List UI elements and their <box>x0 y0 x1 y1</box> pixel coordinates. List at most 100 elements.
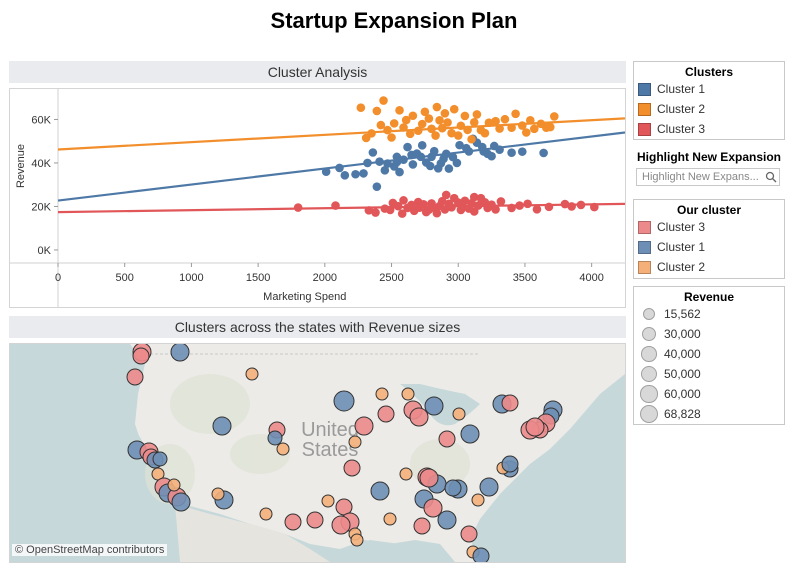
map-point <box>321 494 335 508</box>
scatter-point <box>480 128 490 138</box>
scatter-point <box>397 209 407 218</box>
map-point <box>375 387 389 401</box>
trend-line <box>57 202 625 214</box>
gulf-of-mexico <box>340 540 450 562</box>
revenue-legend-item[interactable]: 15,562 <box>634 304 784 324</box>
scatter-point <box>420 107 430 117</box>
revenue-legend-item[interactable]: 50,000 <box>634 364 784 384</box>
scatter-point <box>491 205 500 214</box>
trend-line <box>57 131 625 202</box>
map-watermark: United States <box>301 419 359 461</box>
scatter-point <box>487 151 496 161</box>
scatter-point <box>417 119 427 129</box>
map-point <box>333 390 355 412</box>
scatter-point <box>453 131 463 140</box>
scatter-point <box>399 196 408 205</box>
map-point <box>460 525 478 543</box>
clusters-legend-label: Cluster 3 <box>657 122 706 136</box>
map-point <box>409 407 429 427</box>
map-point <box>348 435 362 449</box>
our-cluster-legend-swatch <box>638 260 651 274</box>
clusters-legend-item[interactable]: Cluster 2 <box>634 99 784 119</box>
map-point <box>419 468 439 488</box>
scatter-point <box>549 112 559 121</box>
pacific-ocean <box>10 344 185 562</box>
map-point <box>525 417 545 437</box>
revenue-size-circle <box>640 365 658 383</box>
our-cluster-legend-title: Our cluster <box>676 203 742 217</box>
revenue-legend-item[interactable]: 60,000 <box>634 384 784 404</box>
revenue-size-circle <box>640 385 658 403</box>
scatter-point <box>523 199 532 209</box>
search-icon[interactable] <box>764 170 778 184</box>
scatter-point <box>387 133 396 142</box>
scatter-point <box>395 167 404 177</box>
map-point <box>413 517 431 535</box>
map-point <box>444 479 462 497</box>
map-point <box>306 511 324 529</box>
revenue-legend-label: 50,000 <box>664 367 701 381</box>
scatter-point <box>431 131 440 140</box>
our-cluster-legend-item[interactable]: Cluster 3 <box>634 217 784 237</box>
dashboard-title: Startup Expansion Plan <box>270 8 518 33</box>
scatter-point <box>403 142 412 152</box>
scatter-point <box>395 106 404 115</box>
revenue-legend-item[interactable]: 40,000 <box>634 344 784 364</box>
our-cluster-legend-swatch <box>638 220 651 234</box>
scatter-svg[interactable]: 0K 20K 40K 60K Revenue 0 500 1000 1500 2000 2500 30… <box>10 89 625 307</box>
series-cluster-2 <box>356 96 559 144</box>
scatter-point <box>435 116 444 125</box>
y-tick-label: 0K <box>38 245 52 257</box>
scatter-point <box>469 117 479 127</box>
map-point <box>370 481 390 501</box>
map-credit[interactable]: © OpenStreetMap contributors <box>12 544 168 556</box>
scatter-chart[interactable]: 0K 20K 40K 60K Revenue 0 500 1000 1500 2000 2500 30… <box>9 88 626 308</box>
map-point <box>354 416 374 436</box>
scatter-point <box>340 171 350 180</box>
scatter-point <box>368 148 378 157</box>
scatter-point <box>467 134 476 144</box>
mexico-land <box>175 504 330 562</box>
our-cluster-legend-item[interactable]: Cluster 1 <box>634 237 784 257</box>
clusters-legend-item[interactable]: Cluster 3 <box>634 119 784 139</box>
scatter-point <box>443 118 452 127</box>
atlantic-ocean <box>470 374 625 562</box>
map-point <box>211 487 225 501</box>
scatter-point <box>401 115 411 125</box>
revenue-size-circle <box>641 346 657 362</box>
scatter-point <box>529 124 539 134</box>
revenue-legend-item[interactable]: 68,828 <box>634 404 784 424</box>
clusters-legend-title: Clusters <box>684 65 734 79</box>
map-point <box>501 394 519 412</box>
x-tick-label: 1000 <box>179 272 203 284</box>
y-axis-label: Revenue <box>15 144 27 188</box>
revenue-size-circle <box>641 326 657 342</box>
clusters-legend-swatch <box>638 122 651 136</box>
scatter-point <box>567 202 576 211</box>
map-point <box>471 493 485 507</box>
clusters-legend-item[interactable]: Cluster 1 <box>634 79 784 99</box>
scatter-point <box>469 192 479 202</box>
map-svg[interactable]: United States <box>10 344 625 562</box>
clusters-legend-swatch <box>638 82 651 96</box>
revenue-legend-title: Revenue <box>683 290 735 304</box>
scatter-point <box>383 125 392 135</box>
scatter-point <box>507 148 516 158</box>
scatter-point <box>460 111 470 121</box>
map-point <box>350 533 364 547</box>
our-cluster-legend-item[interactable]: Cluster 2 <box>634 257 784 277</box>
scatter-point <box>429 146 439 156</box>
scatter-point <box>444 164 454 173</box>
clusters-legend-swatch <box>638 102 651 116</box>
map-point <box>245 367 259 381</box>
map-view[interactable]: United States <box>9 343 626 563</box>
x-tick-label: 1500 <box>246 272 270 284</box>
scatter-point <box>432 208 442 218</box>
map-point <box>170 344 190 362</box>
revenue-legend-item[interactable]: 30,000 <box>634 324 784 344</box>
clusters-legend-label: Cluster 1 <box>657 82 706 96</box>
scatter-point <box>449 104 459 114</box>
revenue-size-wrap <box>638 344 660 364</box>
scatter-point <box>376 120 386 130</box>
highlight-search-input[interactable]: Highlight New Expans... <box>636 168 780 186</box>
